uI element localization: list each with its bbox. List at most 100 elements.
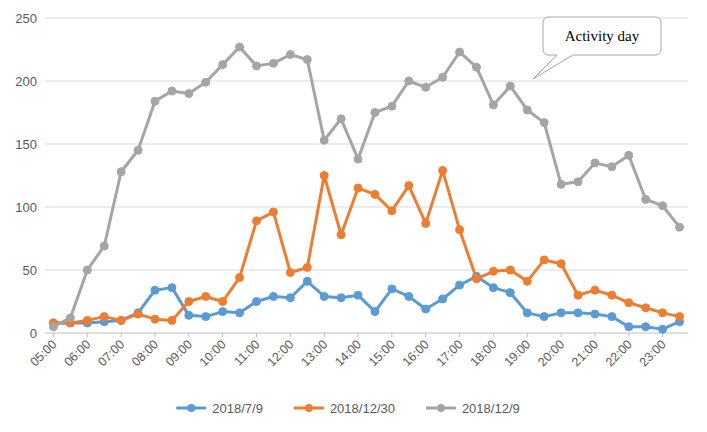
series-point [269, 208, 277, 216]
series-point [219, 308, 227, 316]
series-point [286, 269, 294, 277]
series-point [557, 309, 565, 317]
series-point [574, 178, 582, 186]
series-point [253, 298, 261, 306]
series-point [337, 115, 345, 123]
x-tick [358, 333, 359, 337]
series-point [320, 172, 328, 180]
series-point [625, 299, 633, 307]
series-point [303, 56, 311, 64]
series-point [557, 180, 565, 188]
grid-line [45, 270, 688, 271]
series-point [185, 90, 193, 98]
series-point [456, 281, 464, 289]
series-point [506, 266, 514, 274]
series-point [472, 275, 480, 283]
series-point [236, 43, 244, 51]
x-tick [493, 333, 494, 337]
series-point [625, 151, 633, 159]
x-tick [561, 333, 562, 337]
series-point [202, 78, 210, 86]
x-tick-label: 05:00 [28, 337, 60, 369]
series-point [371, 308, 379, 316]
legend-label: 2018/12/30 [330, 401, 395, 416]
series-point [185, 298, 193, 306]
x-tick-label: 14:00 [332, 337, 364, 369]
series-point [134, 310, 142, 318]
series-point [337, 294, 345, 302]
y-tick-label: 150 [15, 137, 37, 152]
series-point [168, 316, 176, 324]
series-point [286, 51, 294, 59]
legend-marker [437, 404, 445, 412]
x-tick [154, 333, 155, 337]
x-tick-label: 06:00 [61, 337, 93, 369]
y-tick-label: 200 [15, 74, 37, 89]
series-point [388, 102, 396, 110]
x-tick-label: 12:00 [264, 337, 296, 369]
series-point [354, 155, 362, 163]
series-point [151, 286, 159, 294]
x-tick-label: 18:00 [468, 337, 500, 369]
series-point [269, 292, 277, 300]
x-tick [324, 333, 325, 337]
series-point [354, 184, 362, 192]
series-point [642, 304, 650, 312]
callout-box [533, 17, 661, 79]
series-point [676, 313, 684, 321]
series-point [185, 311, 193, 319]
x-axis-line [45, 333, 688, 334]
series-point [371, 109, 379, 117]
series-point [659, 325, 667, 333]
series-point [253, 217, 261, 225]
series-point [642, 195, 650, 203]
x-tick-label: 11:00 [231, 337, 262, 368]
series-point [320, 136, 328, 144]
series-point [388, 207, 396, 215]
grid-line [45, 207, 688, 208]
series-point [236, 309, 244, 317]
series-point [405, 292, 413, 300]
grid-line [45, 81, 688, 82]
x-tick [628, 333, 629, 337]
series-point [151, 97, 159, 105]
series-point [134, 146, 142, 154]
series-point [202, 313, 210, 321]
x-tick-label: 09:00 [163, 337, 195, 369]
legend-label: 2018/12/9 [462, 401, 520, 416]
series-point [608, 313, 616, 321]
legend-marker [187, 404, 195, 412]
legend-label: 2018/7/9 [212, 401, 263, 416]
x-tick [256, 333, 257, 337]
series-point [540, 256, 548, 264]
series-point [117, 316, 125, 324]
series-point [523, 277, 531, 285]
series-point [405, 182, 413, 190]
series-point [540, 313, 548, 321]
series-point [388, 285, 396, 293]
series-point [557, 260, 565, 268]
x-tick-label: 23:00 [637, 337, 669, 369]
x-tick [290, 333, 291, 337]
series-point [506, 289, 514, 297]
x-tick [222, 333, 223, 337]
series-point [117, 168, 125, 176]
series-point [574, 291, 582, 299]
series-point [405, 77, 413, 85]
series-point [303, 263, 311, 271]
series-point [642, 323, 650, 331]
series-point [608, 163, 616, 171]
series-point [574, 309, 582, 317]
series-point [456, 226, 464, 234]
x-tick-label: 13:00 [298, 337, 330, 369]
x-tick-label: 10:00 [197, 337, 229, 369]
series-point [117, 316, 125, 324]
y-tick-label: 50 [23, 263, 37, 278]
series-point [320, 292, 328, 300]
series-point [253, 62, 261, 70]
legend: 2018/7/9 2018/12/30 2018/12/9 [176, 401, 519, 416]
series-point [591, 286, 599, 294]
y-tick-label: 0 [30, 326, 37, 341]
series-point [219, 61, 227, 69]
series-point [100, 242, 108, 250]
